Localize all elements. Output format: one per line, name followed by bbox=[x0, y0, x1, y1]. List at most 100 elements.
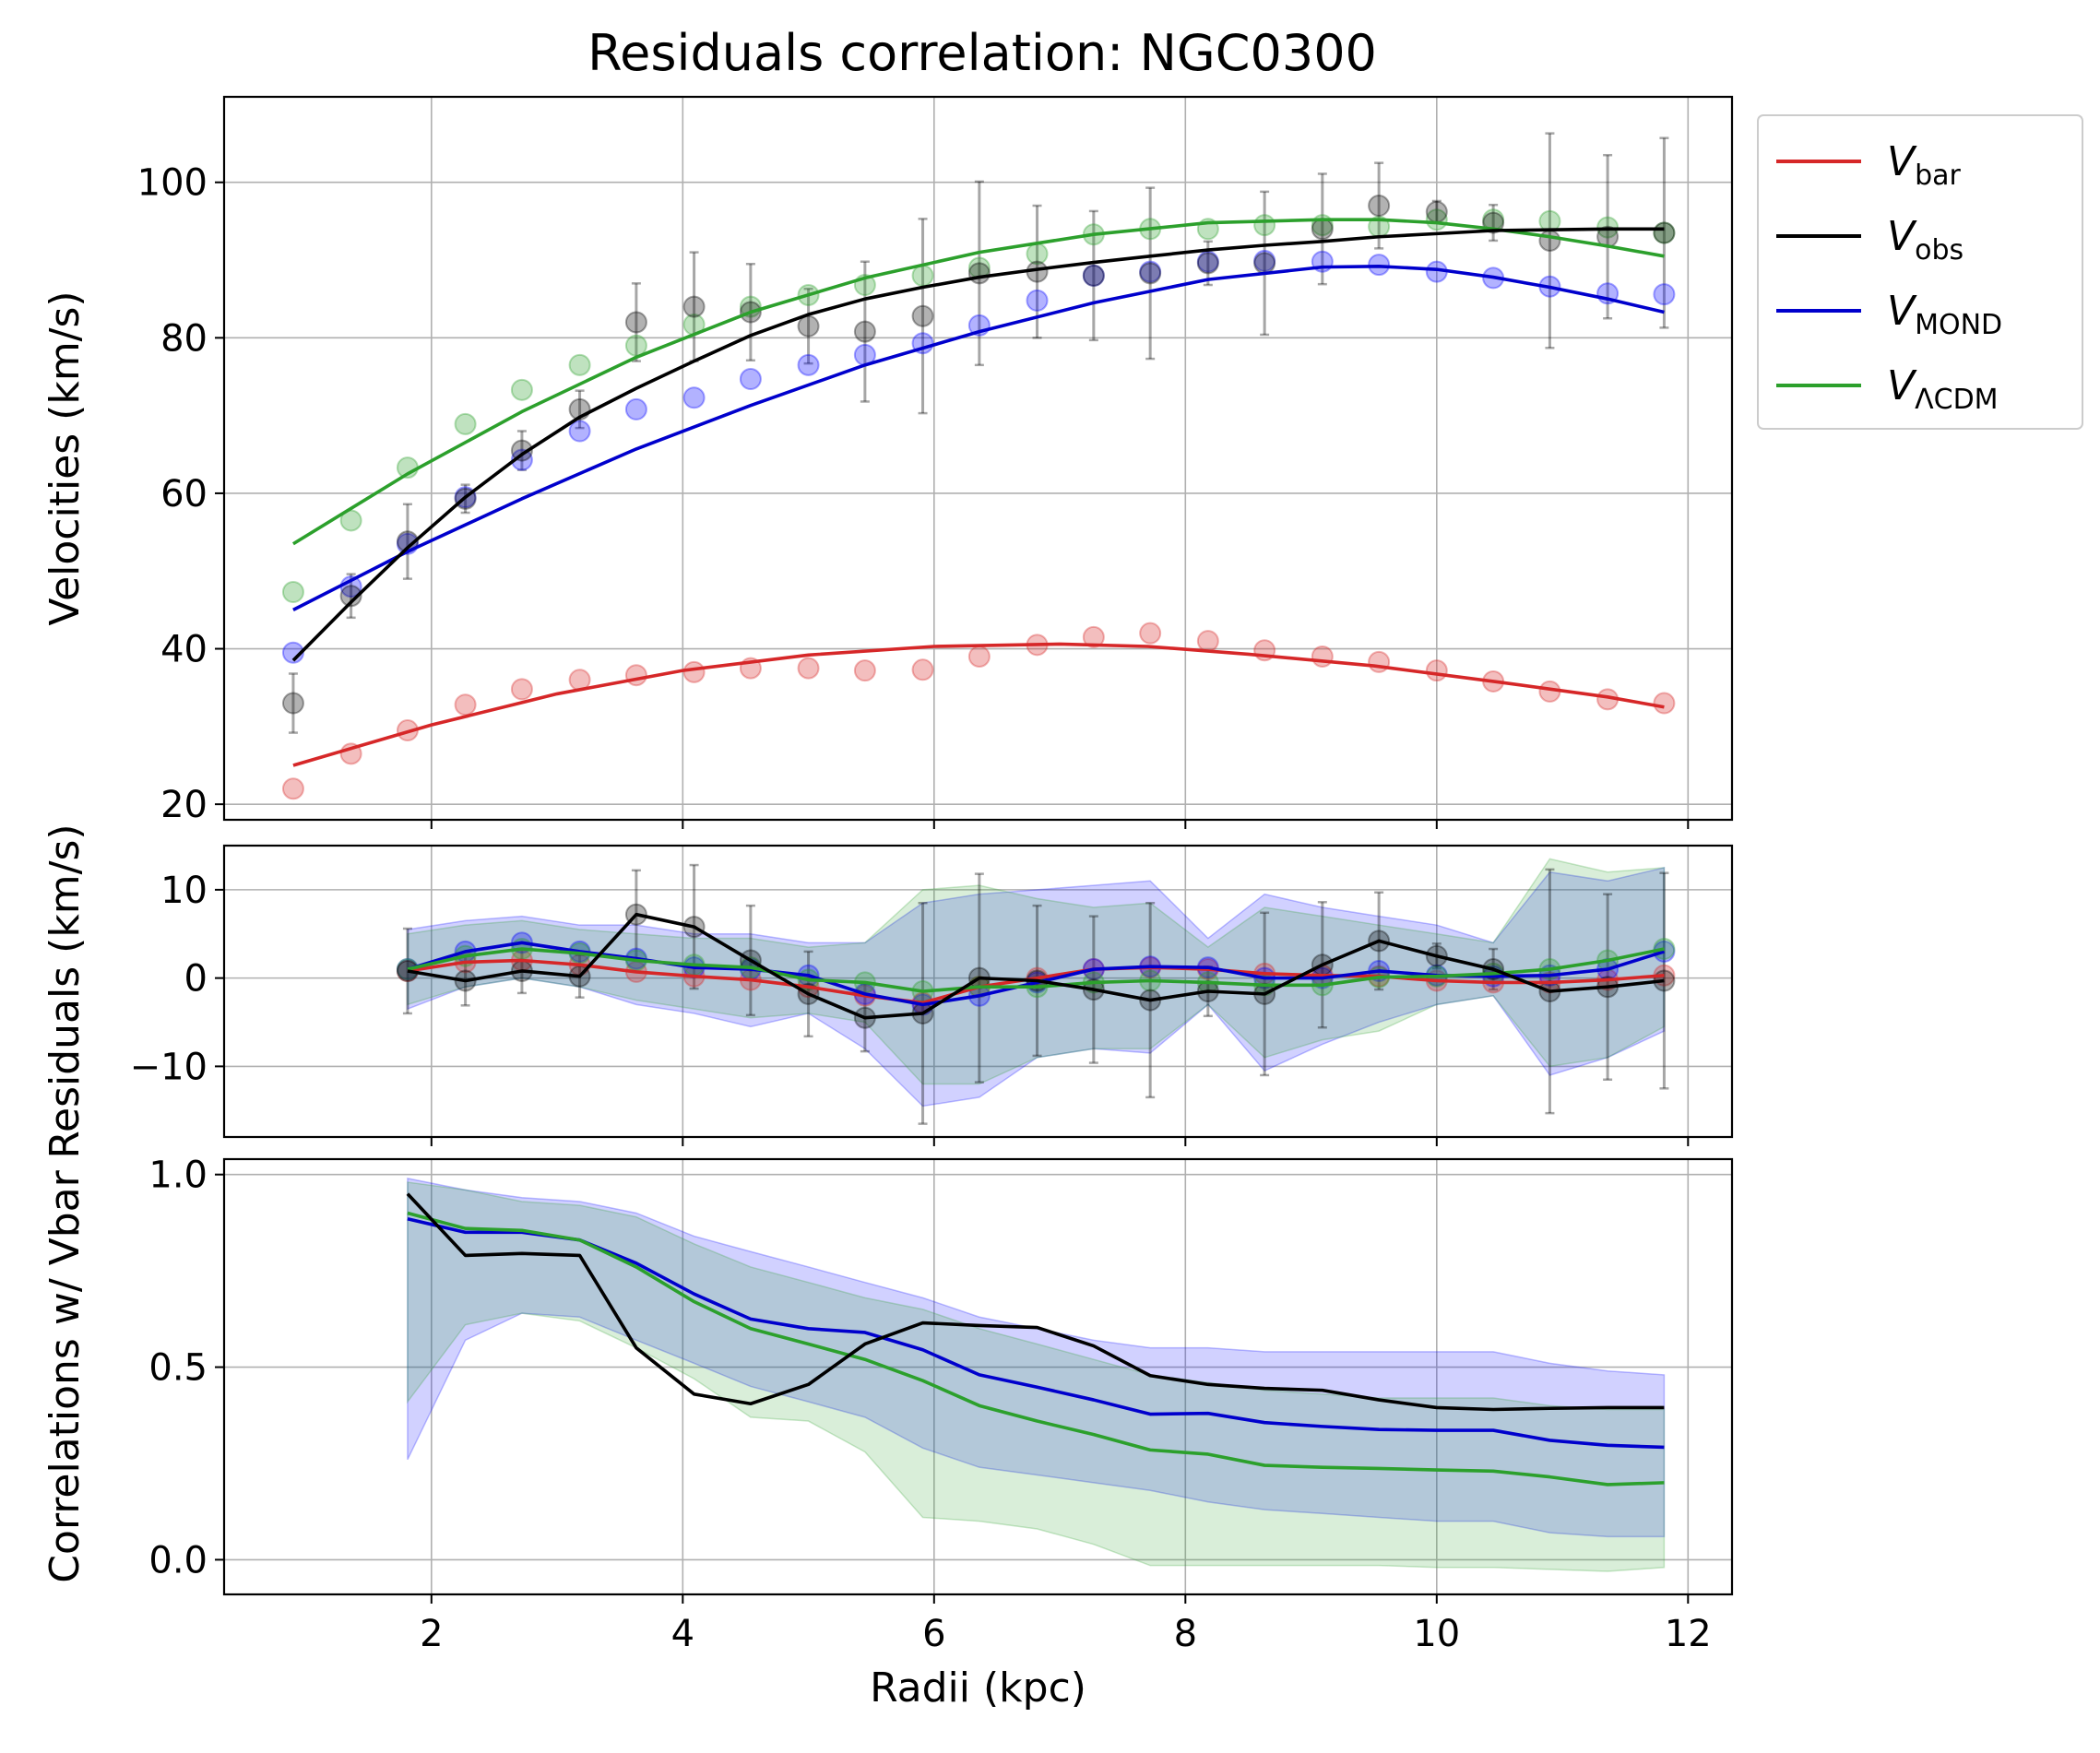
vobs-point bbox=[797, 314, 820, 338]
correlations-grid bbox=[224, 1159, 1732, 1594]
vobs-point bbox=[682, 295, 706, 318]
x-tick-label: 2 bbox=[420, 1613, 443, 1655]
correlations-axes-frame bbox=[222, 1157, 1734, 1596]
x-tick-label: 4 bbox=[671, 1613, 694, 1655]
velocities-axes-frame bbox=[222, 95, 1734, 822]
correlations-ticks: 2 4 6 8 10 12 0.0 0.5 1.0 bbox=[148, 1155, 1711, 1655]
vmond-point bbox=[739, 368, 762, 391]
velocities-ticks: 20 40 60 80 100 bbox=[137, 162, 1690, 829]
vlcdm-point bbox=[568, 353, 591, 376]
vlcdm-point bbox=[1253, 214, 1276, 237]
vobs-line bbox=[406, 1192, 1665, 1412]
correlations-panel: 2 4 6 8 10 12 0.0 0.5 1.0 Correlations w/ Vbar R… bbox=[42, 1155, 1734, 1712]
velocities-errorbars bbox=[288, 132, 1669, 734]
vobs-point bbox=[1253, 252, 1276, 275]
residuals-panel: 10 0 −10 Residuals (km/s) bbox=[42, 823, 1734, 1159]
vmond-point bbox=[1253, 249, 1276, 272]
vmond-point bbox=[1653, 283, 1676, 306]
residuals-axes-frame bbox=[222, 844, 1734, 1139]
vmond-line bbox=[292, 264, 1665, 611]
chart-title: Residuals correlation: NGC0300 bbox=[587, 24, 1377, 82]
vobs-point bbox=[1368, 195, 1391, 218]
correlations-lines bbox=[406, 1192, 1665, 1486]
velocities-lines bbox=[291, 218, 1665, 767]
vbar-point bbox=[454, 693, 477, 717]
vobs-point bbox=[1538, 229, 1561, 252]
vbar-point bbox=[624, 664, 647, 687]
velocities-panel: 20 40 60 80 100 Velocities (km/s) bbox=[42, 95, 1734, 829]
vmond-line bbox=[407, 1216, 1665, 1450]
vbar-point bbox=[911, 658, 934, 681]
y-tick-label: 100 bbox=[137, 162, 208, 205]
vlcdm-line bbox=[407, 1211, 1665, 1486]
vbar-point bbox=[797, 657, 820, 680]
vbar-line bbox=[292, 642, 1665, 767]
y-tick-label: 0.5 bbox=[148, 1347, 208, 1390]
vlcdm-point bbox=[911, 264, 934, 287]
x-tick-label: 8 bbox=[1174, 1613, 1197, 1655]
residuals-ticks: 10 0 −10 bbox=[130, 870, 1690, 1146]
vbar-point bbox=[1082, 625, 1105, 648]
vmond-point bbox=[682, 386, 706, 409]
vlcdm-point bbox=[454, 412, 477, 435]
vmond-point bbox=[1139, 260, 1162, 283]
vobs-point bbox=[339, 585, 362, 608]
correlations-bands bbox=[407, 1177, 1666, 1572]
y-tick-label: 80 bbox=[160, 317, 208, 360]
vobs-point bbox=[1139, 262, 1162, 285]
vlcdm-line bbox=[407, 947, 1665, 993]
legend-label-vobs: Vobs bbox=[1887, 213, 1964, 267]
legend-label-vbar: Vbar bbox=[1887, 138, 1962, 192]
vbar-point bbox=[1425, 659, 1448, 682]
y-tick-label: 60 bbox=[160, 473, 208, 515]
vmond-point bbox=[568, 420, 591, 443]
vlcdm-point bbox=[281, 580, 304, 603]
velocities-y-axis-label: Velocities (km/s) bbox=[42, 290, 89, 625]
vlcdm-point bbox=[510, 378, 533, 401]
x-tick-label: 10 bbox=[1413, 1613, 1460, 1655]
vmond-point bbox=[1026, 289, 1049, 312]
vobs-point bbox=[1653, 221, 1676, 244]
vmond-point bbox=[1082, 264, 1105, 287]
vobs-point bbox=[911, 304, 934, 327]
vobs-point bbox=[1425, 200, 1448, 223]
legend-label-vlcdm: VΛCDM bbox=[1887, 362, 1999, 416]
vmond-point bbox=[624, 397, 647, 420]
x-tick-label: 6 bbox=[922, 1613, 945, 1655]
vobs-point bbox=[853, 320, 876, 343]
vmond-point bbox=[281, 641, 304, 664]
vbar-line bbox=[407, 958, 1665, 1005]
velocities-points bbox=[281, 195, 1676, 800]
x-tick-label: 12 bbox=[1665, 1613, 1712, 1655]
vbar-point bbox=[1311, 645, 1334, 668]
vobs-point bbox=[624, 311, 647, 334]
vbar-point bbox=[1196, 630, 1219, 653]
vmond-point bbox=[797, 353, 820, 376]
vobs-point bbox=[1196, 252, 1219, 275]
correlations-y-axis-label: Correlations w/ Vbar bbox=[42, 1169, 89, 1582]
legend: Vbar Vobs VMOND VΛCDM bbox=[1757, 114, 2083, 430]
vbar-point bbox=[682, 660, 706, 683]
vbar-point bbox=[853, 659, 876, 682]
vmond-band bbox=[407, 1177, 1666, 1538]
y-tick-label: 0 bbox=[184, 958, 208, 1001]
vlcdm-band bbox=[407, 858, 1666, 1085]
vobs-point bbox=[1082, 264, 1105, 287]
vbar-point bbox=[510, 678, 533, 701]
y-tick-label: 40 bbox=[160, 629, 208, 671]
vobs-line bbox=[291, 227, 1665, 662]
y-tick-label: 10 bbox=[160, 870, 208, 912]
vbar-point bbox=[967, 645, 991, 668]
residuals-y-axis-label: Residuals (km/s) bbox=[42, 823, 89, 1158]
vobs-point bbox=[281, 692, 304, 715]
legend-box bbox=[1757, 114, 2083, 430]
vlcdm-band bbox=[407, 1181, 1666, 1572]
vbar-point bbox=[1653, 692, 1676, 715]
residuals-lines bbox=[407, 912, 1665, 1020]
vobs-point bbox=[510, 439, 533, 462]
legend-label-vmond: VMOND bbox=[1887, 288, 2002, 341]
y-tick-label: 1.0 bbox=[148, 1155, 208, 1197]
x-axis-label: Radii (kpc) bbox=[870, 1664, 1086, 1712]
vmond-point bbox=[510, 448, 533, 471]
